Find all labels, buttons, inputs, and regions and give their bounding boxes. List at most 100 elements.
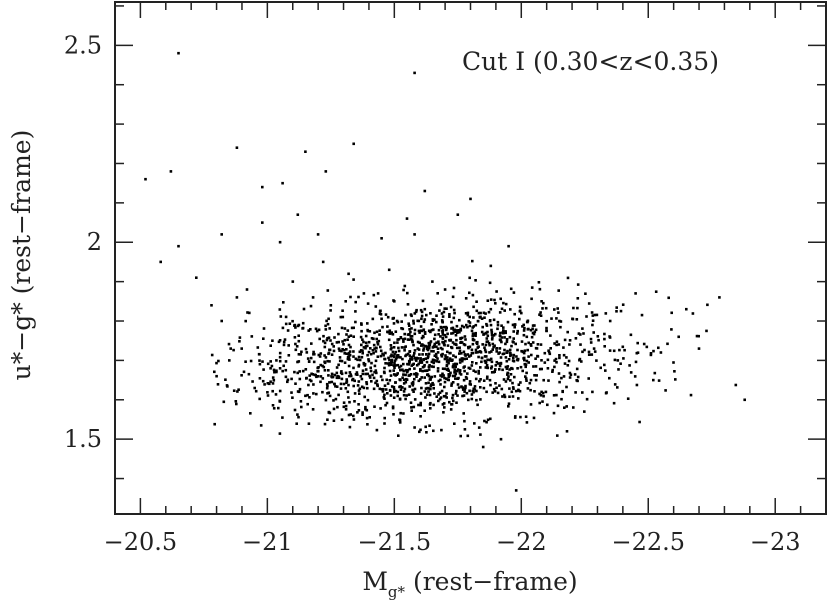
data-point <box>383 366 386 370</box>
data-point <box>500 340 503 344</box>
data-point <box>421 353 424 356</box>
data-point <box>491 348 494 351</box>
data-point <box>514 415 517 418</box>
data-point <box>347 351 351 355</box>
data-point <box>353 392 357 395</box>
data-point <box>391 405 395 408</box>
data-point <box>471 342 475 346</box>
data-point <box>242 370 246 374</box>
data-point <box>460 352 463 355</box>
data-point <box>261 185 264 189</box>
data-point <box>238 336 242 339</box>
data-point <box>452 354 455 357</box>
data-point <box>476 319 480 323</box>
data-point <box>395 354 399 357</box>
data-point <box>544 390 548 394</box>
data-point <box>580 360 583 363</box>
data-point <box>329 309 332 312</box>
data-point <box>479 315 482 319</box>
data-point <box>426 386 429 390</box>
data-point <box>538 287 542 291</box>
data-point <box>352 418 356 421</box>
data-point <box>705 329 708 333</box>
data-point <box>383 422 386 425</box>
data-point <box>506 377 510 381</box>
data-point <box>405 353 408 357</box>
data-point <box>473 422 476 425</box>
data-point <box>427 387 431 390</box>
data-point <box>490 371 494 374</box>
data-point <box>562 375 566 378</box>
data-point <box>324 324 327 328</box>
data-point <box>361 338 364 341</box>
data-point <box>481 325 484 329</box>
data-point <box>456 213 460 216</box>
data-point <box>412 362 415 366</box>
data-point <box>475 309 479 313</box>
data-point <box>288 322 292 325</box>
data-point <box>448 351 451 355</box>
data-point <box>441 330 444 333</box>
y-tick-label: 2.5 <box>64 31 102 59</box>
data-point <box>376 292 380 295</box>
data-point <box>557 343 561 346</box>
data-point <box>494 364 498 367</box>
data-point <box>373 347 376 350</box>
data-point <box>558 319 561 323</box>
data-point <box>604 312 608 315</box>
data-point <box>691 312 695 315</box>
data-point <box>326 337 329 340</box>
data-point <box>420 310 424 314</box>
data-point <box>391 333 395 336</box>
data-point <box>514 389 518 393</box>
data-point <box>297 323 301 327</box>
data-point <box>500 387 504 391</box>
data-point <box>408 367 411 371</box>
data-point <box>386 315 390 319</box>
data-point <box>673 370 676 373</box>
data-point <box>416 347 420 350</box>
data-point <box>503 336 506 339</box>
data-point <box>522 333 526 337</box>
data-point <box>410 409 413 412</box>
data-point <box>540 390 543 394</box>
data-point <box>351 378 354 382</box>
data-point <box>511 323 515 327</box>
data-point <box>471 293 475 297</box>
data-point <box>273 370 276 374</box>
data-point <box>269 367 272 370</box>
data-point <box>414 358 418 361</box>
data-point <box>337 393 340 397</box>
data-point <box>509 308 512 311</box>
data-point <box>409 330 412 334</box>
data-point <box>390 353 393 357</box>
data-point <box>489 417 492 421</box>
data-point <box>453 374 457 378</box>
data-point <box>427 374 431 378</box>
data-point <box>470 397 474 401</box>
data-point <box>436 369 440 373</box>
data-point <box>393 361 396 365</box>
data-point <box>453 422 456 425</box>
data-point <box>414 310 418 314</box>
data-point <box>340 372 344 376</box>
data-point <box>398 418 402 422</box>
data-point <box>522 329 526 332</box>
data-point <box>341 340 344 343</box>
data-point <box>379 407 382 410</box>
data-point <box>467 366 471 370</box>
data-point <box>366 344 369 348</box>
data-point <box>423 307 427 311</box>
data-point <box>619 309 623 313</box>
data-point <box>286 380 289 384</box>
data-point <box>536 355 540 358</box>
data-point <box>448 313 451 316</box>
data-point <box>391 317 395 320</box>
data-point <box>443 307 446 310</box>
data-point <box>470 348 474 352</box>
data-point <box>556 307 559 310</box>
data-point <box>266 362 270 366</box>
data-point <box>270 364 274 368</box>
data-point <box>464 375 468 379</box>
x-tick-label: −21 <box>242 528 293 556</box>
